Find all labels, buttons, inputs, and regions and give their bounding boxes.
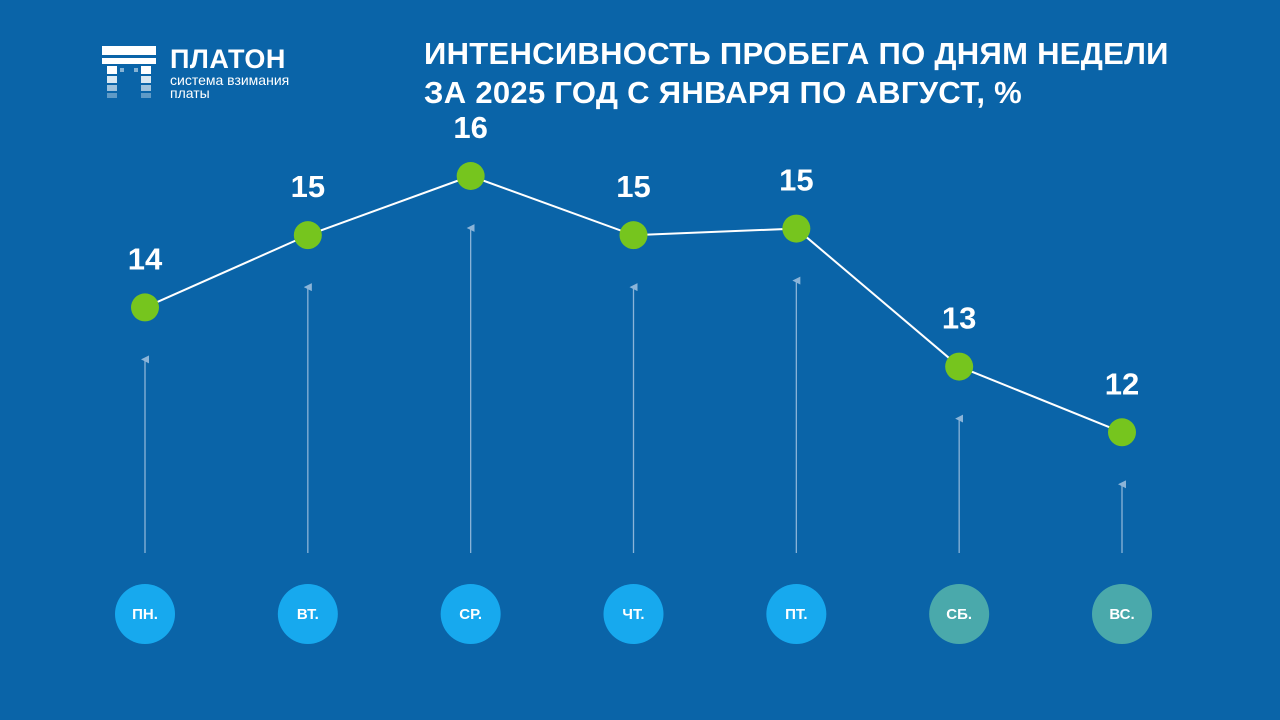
brand-name: ПЛАТОН (170, 44, 286, 74)
platon-logo-icon (102, 46, 156, 98)
day-label-5: ПТ. (785, 606, 807, 623)
data-point-6 (945, 352, 974, 381)
data-point-3 (456, 162, 485, 190)
day-badge-1 (115, 584, 175, 644)
data-label-1: 14 (128, 241, 163, 276)
data-point-4 (619, 221, 648, 250)
day-label-1: ПН. (132, 606, 158, 623)
data-point-5 (782, 214, 811, 243)
day-badge-6 (929, 584, 990, 644)
day-label-4: ЧТ. (622, 606, 644, 623)
data-point-1 (131, 293, 159, 322)
data-label-3: 16 (453, 110, 487, 145)
brand-subtitle: система взимания платы (170, 72, 330, 101)
day-badge-7 (1092, 584, 1152, 644)
brand-subtitle-line1: система взимания (170, 72, 290, 88)
data-label-4: 15 (616, 169, 650, 204)
day-label-3: СР. (459, 606, 482, 623)
data-label-2: 15 (291, 169, 325, 204)
day-label-6: СБ. (946, 606, 972, 623)
chart-title-line2: ЗА 2025 ГОД С ЯНВАРЯ ПО АВГУСТ, % (424, 75, 1023, 110)
day-label-7: ВС. (1109, 606, 1134, 623)
data-point-7 (1108, 418, 1136, 447)
brand-subtitle-line2: платы (170, 85, 210, 101)
day-badge-3 (440, 584, 501, 644)
data-point-2 (293, 221, 322, 250)
brand-logo: ПЛАТОН система взимания платы (102, 44, 322, 104)
chart-title: ИНТЕНСИВНОСТЬ ПРОБЕГА ПО ДНЯМ НЕДЕЛИ ЗА … (424, 34, 1244, 112)
data-label-5: 15 (779, 163, 813, 198)
data-label-7: 12 (1105, 366, 1139, 401)
day-badge-4 (603, 584, 664, 644)
day-badge-2 (277, 584, 338, 644)
day-label-2: ВТ. (297, 606, 319, 623)
day-badge-5 (766, 584, 827, 644)
data-label-6: 13 (942, 301, 976, 336)
chart-title-line1: ИНТЕНСИВНОСТЬ ПРОБЕГА ПО ДНЯМ НЕДЕЛИ (424, 36, 1169, 71)
